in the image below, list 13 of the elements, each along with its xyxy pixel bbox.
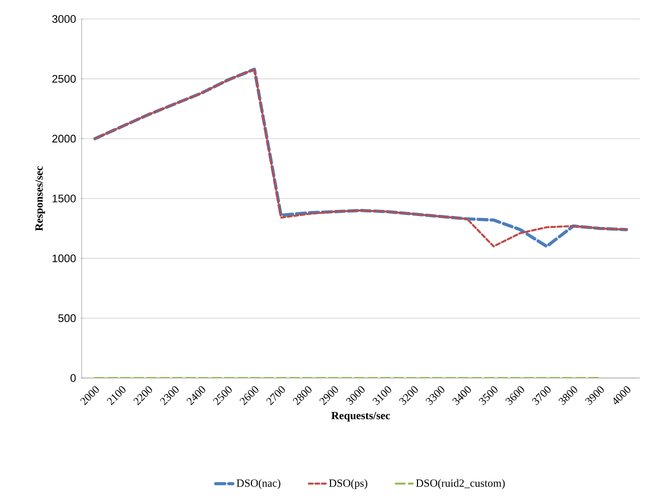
y-tick-label: 0 [70, 374, 76, 382]
y-tick-label: 2500 [52, 74, 76, 83]
y-tick-label: 1500 [52, 194, 76, 202]
x-axis-title: Requests/sec [331, 412, 390, 422]
y-tick-label: 3000 [52, 15, 76, 23]
legend-label: DSO(ruid2_custom) [416, 479, 505, 490]
y-axis-title: Responses/sec [35, 166, 45, 231]
y-tick-label: 500 [58, 314, 76, 322]
legend-label: DSO(nac) [236, 479, 280, 490]
y-tick-label: 1000 [52, 254, 76, 262]
y-tick-label: 2000 [52, 134, 76, 143]
x-tick-label: 4000 [614, 386, 630, 404]
legend-label: DSO(ps) [329, 479, 368, 490]
